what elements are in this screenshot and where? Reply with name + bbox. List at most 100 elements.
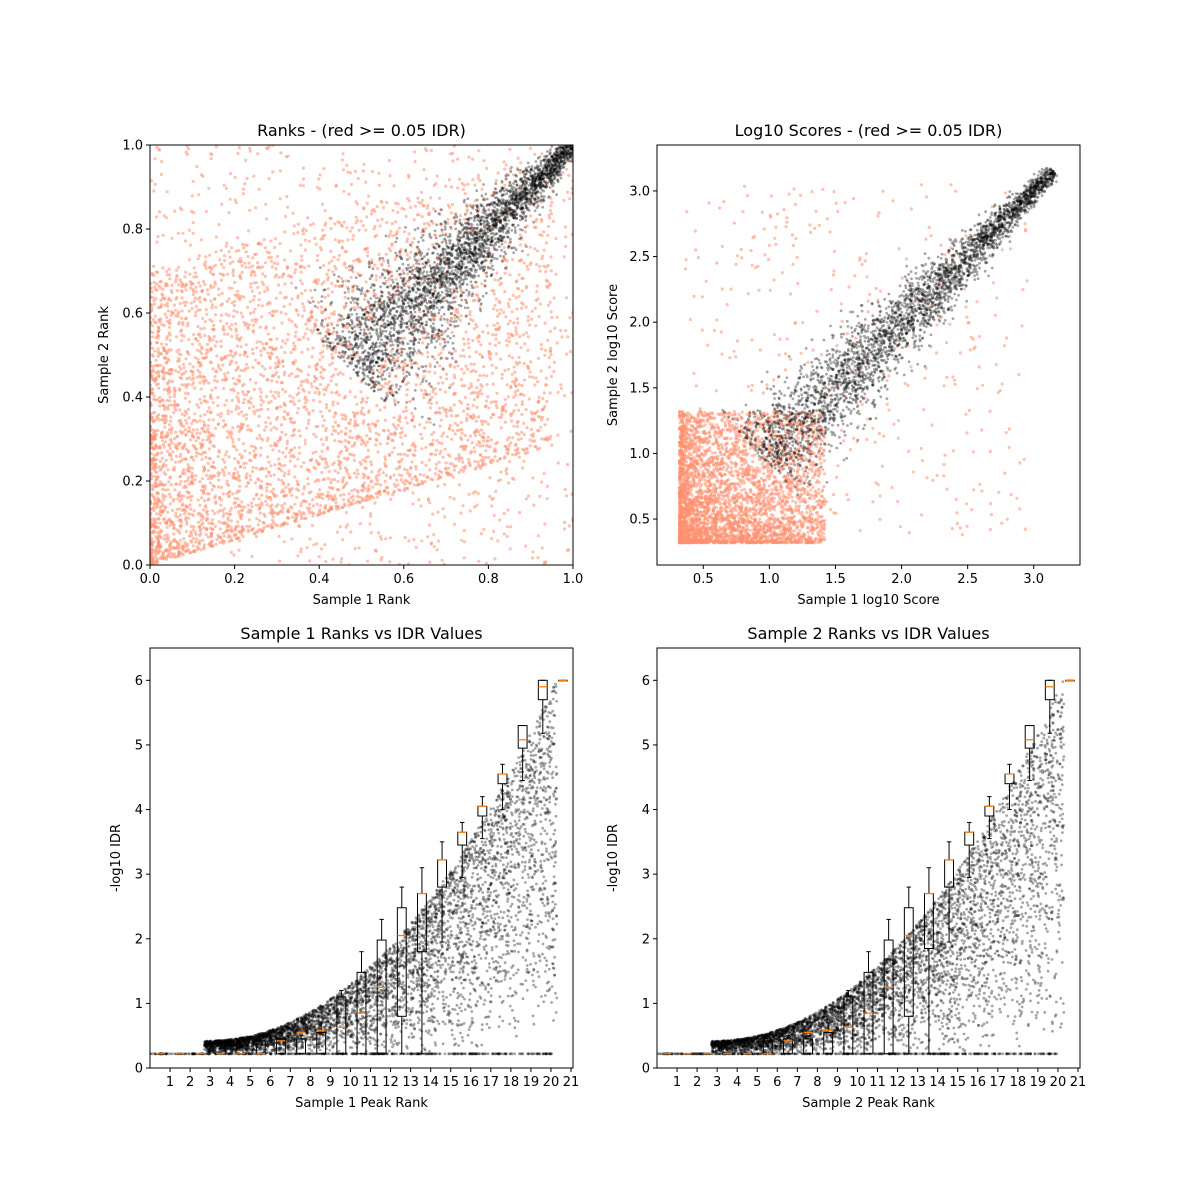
red-point [533,383,537,387]
red-point [184,283,188,287]
red-point [476,491,480,495]
red-point [275,355,279,359]
red-point [405,421,409,425]
red-point [210,488,214,492]
red-point [507,443,511,447]
red-point [413,159,417,164]
red-point [534,411,538,415]
red-point [472,327,476,331]
red-point [422,396,426,400]
red-point [249,273,253,277]
red-point [530,309,534,313]
red-point [456,456,461,460]
red-point [498,312,502,316]
red-point [242,295,246,299]
red-point [203,333,207,338]
red-point [494,297,498,301]
red-point [203,399,207,403]
red-point [168,399,172,403]
red-point [343,483,347,487]
red-point [314,495,318,499]
red-point [157,374,161,378]
red-point [465,406,469,411]
red-point [153,314,157,318]
red-point [194,310,198,314]
red-point [318,495,322,499]
red-point [156,446,160,450]
red-point [248,524,252,529]
red-point [524,544,528,548]
red-point [562,255,566,259]
red-point [342,493,346,497]
red-point [242,392,246,397]
red-point [219,368,223,372]
red-point [534,445,538,449]
red-point [175,435,179,439]
red-point [224,244,228,248]
red-point [170,283,174,287]
red-point [331,400,335,404]
red-point [209,267,214,271]
red-point [461,460,465,464]
red-point [412,218,416,222]
red-point [542,248,546,252]
red-point [251,329,255,333]
red-point [370,376,374,380]
red-point [235,382,239,386]
red-point [350,444,354,448]
red-point [343,417,347,421]
red-point [179,452,183,456]
red-point [491,382,495,386]
red-point [522,261,526,265]
red-point [338,466,343,470]
red-point [211,272,215,276]
red-point [508,147,512,151]
red-point [258,511,262,515]
red-point [353,488,357,492]
red-point [289,505,293,509]
red-point [217,473,221,478]
red-point [318,187,322,191]
red-point [223,403,227,407]
red-point [181,509,185,513]
red-point [260,493,264,497]
red-point [287,510,291,514]
red-point [552,296,556,300]
red-point [427,400,431,404]
red-point [549,353,553,357]
red-point [494,489,498,494]
red-point [482,431,486,435]
red-point [418,423,422,427]
red-point [463,192,467,196]
red-point [528,444,532,448]
red-point [459,445,463,449]
red-point [391,493,395,497]
red-point [502,246,506,250]
red-point [291,211,295,215]
black-point [397,388,401,391]
red-point [297,429,301,433]
red-point [265,378,269,382]
red-point [310,296,314,300]
red-point [333,238,337,242]
red-point [307,391,311,395]
red-point [548,300,552,304]
red-point [202,545,206,550]
red-point [489,438,493,442]
red-point [392,446,396,450]
red-point [311,514,315,518]
red-point [256,242,260,246]
red-point [251,269,255,273]
red-point [391,208,395,213]
red-point [203,320,207,324]
red-point [228,363,232,367]
red-point [227,286,231,290]
red-point [467,386,471,390]
red-point [179,353,183,357]
red-point [333,222,337,226]
red-point [275,370,279,374]
red-point [522,421,526,425]
red-point [168,476,172,480]
red-point [536,534,541,538]
red-point [411,453,415,457]
